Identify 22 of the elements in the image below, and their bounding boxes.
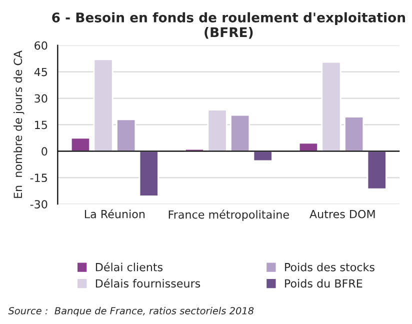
x-tick-label: France métropolitaine	[168, 210, 289, 221]
y-tick-label: 60	[34, 41, 48, 50]
bar	[344, 116, 364, 152]
legend-label: Délais fournisseurs	[96, 278, 200, 288]
y-tick-label: -15	[30, 174, 47, 182]
legend-label: Poids du BFRE	[285, 279, 362, 288]
bar	[366, 150, 387, 190]
legend-label: Poids des stocks	[285, 262, 374, 272]
bar	[138, 150, 159, 197]
bar	[230, 114, 250, 152]
y-tick-label: 0	[42, 147, 48, 156]
x-tick-label: Autres DOM	[310, 210, 375, 218]
source-note: Source : Banque de France, ratios sectoriels 2018	[8, 306, 254, 316]
y-tick-label: 45	[34, 68, 47, 76]
y-tick-label: 15	[35, 120, 47, 130]
legend-label: Délai clients	[96, 262, 163, 272]
y-tick-label: -30	[30, 200, 48, 208]
bar	[116, 118, 136, 152]
y-axis-title: En nombre de jours de CA	[14, 50, 24, 198]
chart-title: 6 - Besoin en fonds de roulement d'exploitation (BFRE)	[52, 12, 405, 39]
x-tick-label: La Réunion	[84, 209, 145, 218]
y-tick-label: 30	[34, 94, 48, 103]
